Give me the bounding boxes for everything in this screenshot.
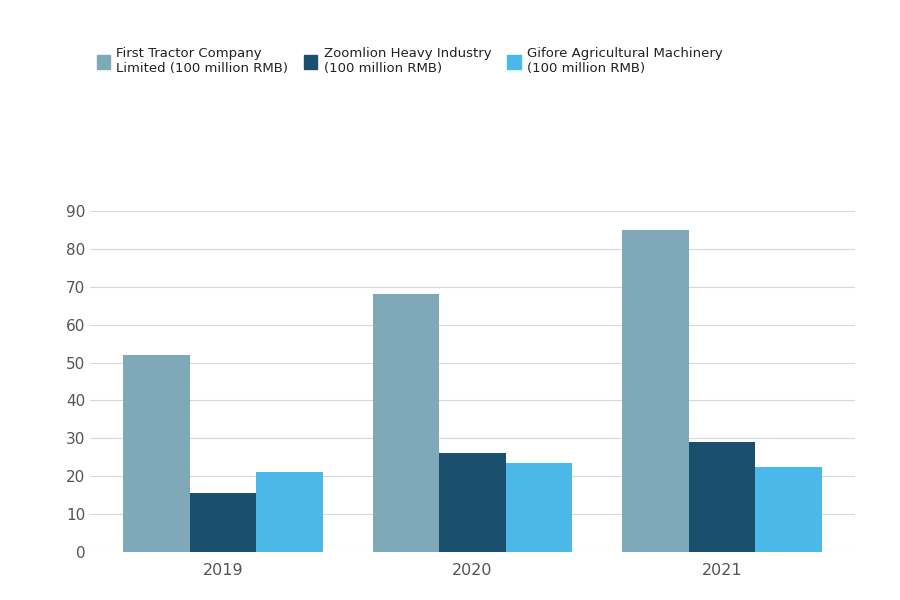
Bar: [256, 472, 323, 552]
Bar: [123, 355, 190, 552]
Bar: [506, 463, 572, 552]
Bar: [622, 230, 688, 552]
Bar: [373, 295, 439, 552]
Legend: First Tractor Company
Limited (100 million RMB), Zoomlion Heavy Industry
(100 mi: First Tractor Company Limited (100 milli…: [96, 47, 723, 76]
Bar: [190, 493, 256, 552]
Bar: [688, 442, 755, 552]
Bar: [755, 467, 822, 552]
Bar: [439, 454, 506, 552]
